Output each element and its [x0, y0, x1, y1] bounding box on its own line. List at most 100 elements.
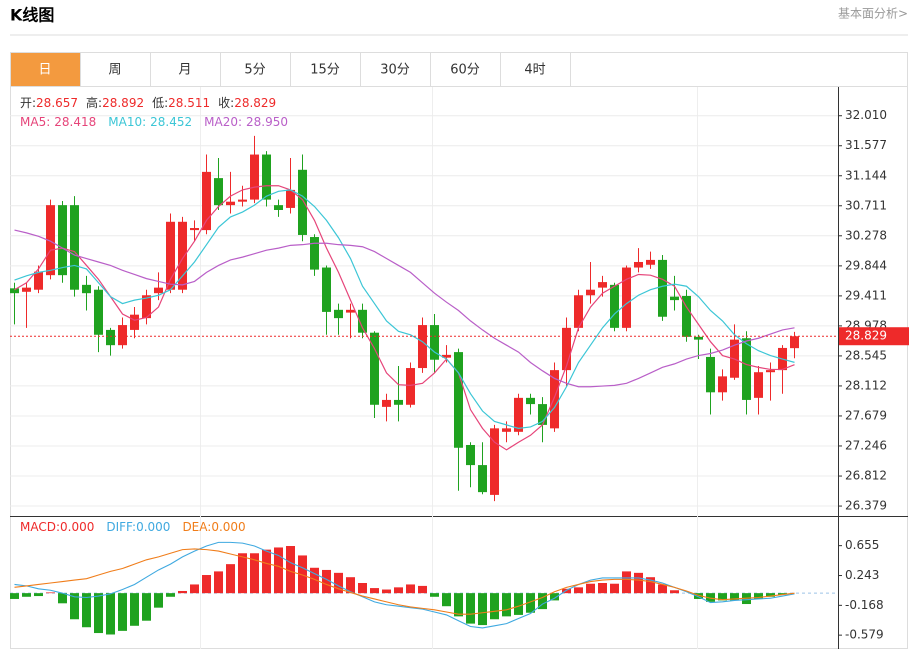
candle-body: [310, 237, 319, 270]
candle-body: [46, 205, 55, 276]
macd-bar: [286, 546, 295, 594]
candle-body: [370, 332, 379, 405]
tab-bg[interactable]: [80, 52, 151, 87]
macd-bar: [670, 590, 679, 594]
macd-bar: [442, 593, 451, 607]
legend-name: MA5:: [20, 115, 50, 129]
candle-body: [286, 189, 295, 208]
candle-body: [94, 289, 103, 335]
ma-legend: MA5: 28.418 MA10: 28.452 MA20: 28.950: [20, 115, 288, 129]
tab-bg[interactable]: [290, 52, 361, 87]
macd-bar: [82, 593, 91, 628]
macd-bar: [166, 593, 175, 597]
candle-body: [178, 221, 187, 290]
y-tick-label: 30.711: [845, 198, 887, 212]
macd-bar: [22, 593, 31, 597]
macd-bar: [334, 572, 343, 594]
legend-value: 0.000: [136, 520, 170, 534]
macd-line: [14, 548, 795, 615]
macd-bar: [34, 593, 43, 597]
candle-body: [22, 287, 31, 292]
candle-body: [454, 352, 463, 448]
candle-body: [562, 327, 571, 371]
tab-label[interactable]: 5分: [244, 63, 265, 78]
macd-bar: [526, 593, 535, 613]
candle-body: [790, 336, 799, 349]
candle-body: [130, 314, 139, 330]
ma-line: [14, 229, 795, 388]
tab-bg[interactable]: [500, 52, 571, 87]
candle-body: [58, 205, 67, 276]
macd-bar: [142, 593, 151, 621]
macd-bar: [322, 569, 331, 594]
macd-bar: [694, 593, 703, 599]
y-tick-label: 30.278: [845, 228, 887, 242]
y-tick-label: 26.812: [845, 469, 887, 483]
tab-label[interactable]: 日: [38, 63, 51, 78]
macd-bar: [430, 593, 439, 597]
legend-name: DIFF:: [106, 520, 136, 534]
tab-label[interactable]: 60分: [450, 63, 480, 78]
macd-legend: MACD:0.000 DIFF:0.000 DEA:0.000: [20, 520, 246, 534]
candle-body: [754, 372, 763, 398]
macd-bar: [610, 583, 619, 594]
macd-bar: [370, 588, 379, 594]
candle-body: [538, 404, 547, 425]
y-tick-label: 27.679: [845, 408, 887, 422]
fundamental-link[interactable]: 基本面分析>: [838, 7, 908, 21]
info-value: 28.511: [168, 96, 210, 110]
ohlc-info: 开:28.657 高:28.892 低:28.511 收:28.829: [20, 95, 276, 110]
candle-body: [694, 336, 703, 340]
candle-body: [466, 444, 475, 466]
info-value: 28.829: [234, 96, 276, 110]
macd-bar: [118, 593, 127, 631]
legend-name: MACD:: [20, 520, 60, 534]
macd-bar: [202, 575, 211, 594]
candle-body: [334, 309, 343, 319]
tab-label[interactable]: 月: [178, 63, 191, 78]
macd-bar: [562, 588, 571, 594]
candle-body: [190, 228, 199, 231]
candle-body: [274, 205, 283, 210]
y-tick-label: 0.243: [845, 568, 879, 582]
tab-label[interactable]: 15分: [310, 63, 340, 78]
macd-bar: [634, 572, 643, 594]
candle-body: [406, 368, 415, 405]
candle-body: [214, 178, 223, 206]
info-value: 28.892: [102, 96, 144, 110]
y-tick-label: 27.246: [845, 438, 887, 452]
info-label: 高:: [86, 95, 102, 110]
macd-bar: [550, 593, 559, 601]
macd-bar: [154, 593, 163, 608]
tab-bg[interactable]: [150, 52, 221, 87]
legend-value: 28.950: [246, 115, 288, 129]
candle-body: [226, 201, 235, 206]
macd-bar: [238, 553, 247, 594]
tab-label[interactable]: 4时: [524, 63, 545, 78]
macd-bar: [490, 593, 499, 620]
macd-bar: [106, 593, 115, 635]
candle-body: [490, 428, 499, 495]
macd-bar: [250, 553, 259, 594]
macd-bar: [466, 593, 475, 624]
macd-bar: [298, 555, 307, 594]
y-tick-label: 0.655: [845, 538, 879, 552]
macd-bar: [454, 593, 463, 617]
candle-body: [166, 221, 175, 290]
macd-bar: [226, 564, 235, 594]
candle-body: [574, 295, 583, 328]
macd-bar: [718, 593, 727, 601]
tab-label[interactable]: 周: [108, 63, 121, 78]
macd-bar: [346, 577, 355, 594]
macd-bar: [766, 593, 775, 597]
candle-body: [478, 465, 487, 493]
macd-bar: [730, 593, 739, 601]
candle-body: [418, 325, 427, 369]
macd-bar: [94, 593, 103, 634]
y-tick-label: 31.577: [845, 138, 887, 152]
tab-label[interactable]: 30分: [380, 63, 410, 78]
candle-body: [238, 199, 247, 202]
candle-body: [118, 325, 127, 346]
y-tick-label: 29.411: [845, 288, 887, 302]
tab-bg[interactable]: [10, 52, 81, 87]
